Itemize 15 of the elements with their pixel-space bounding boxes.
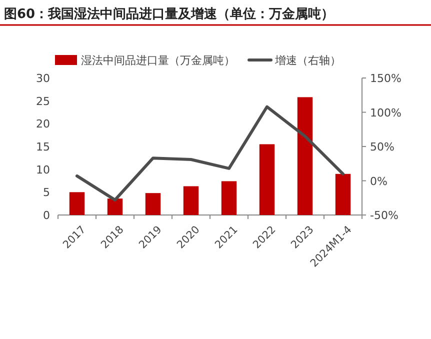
title: 图60：我国湿法中间品进口量及增速（单位：万金属吨） xyxy=(4,7,334,22)
legend: 增速（右轴） xyxy=(275,54,341,67)
ytick: 20 xyxy=(36,118,50,131)
ytick: 5 xyxy=(43,186,50,200)
ytick: 0 xyxy=(43,209,50,222)
ytick: 15 xyxy=(36,140,50,154)
y2tick: 0% xyxy=(370,174,388,188)
y2tick: 100% xyxy=(370,106,402,120)
y2tick: 50% xyxy=(370,140,394,154)
ytick: 25 xyxy=(36,94,50,108)
y2tick: -50% xyxy=(370,209,398,222)
ytick: 10 xyxy=(36,163,50,176)
y2tick: 150% xyxy=(370,72,402,85)
ytick: 30 xyxy=(36,72,50,85)
legend: 湿法中间品进口量（万金属吨） xyxy=(81,54,235,67)
